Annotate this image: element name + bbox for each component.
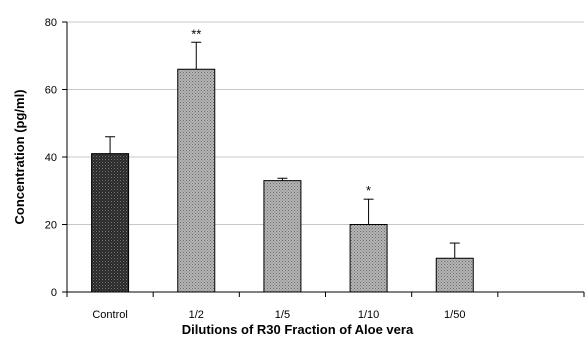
bar-1/50 bbox=[435, 257, 474, 293]
bar-1/10 bbox=[349, 224, 388, 293]
x-tick-label-1/50: 1/50 bbox=[444, 309, 465, 321]
y-tick-label-20: 20 bbox=[45, 220, 57, 232]
y-tick-label-80: 80 bbox=[45, 17, 57, 29]
y-tick-label-60: 60 bbox=[45, 85, 57, 97]
tick-labels: Control ** 1/2 1/5 * 1/10 1/50 0 20 40 60 80 bbox=[45, 17, 466, 321]
x-tick-label-1/2: 1/2 bbox=[189, 309, 204, 321]
bar-1/5 bbox=[263, 180, 302, 293]
x-tick-label-1/5: 1/5 bbox=[275, 309, 290, 321]
error-bars bbox=[105, 41, 460, 259]
bar-1/2 bbox=[177, 68, 216, 293]
y-tick-label-40: 40 bbox=[45, 152, 57, 164]
x-tick-label-Control: Control bbox=[92, 309, 127, 321]
gridlines bbox=[67, 21, 584, 225]
x-tick-label-1/10: 1/10 bbox=[358, 309, 379, 321]
y-axis-title: Concentration (pg/ml) bbox=[12, 89, 27, 224]
y-tick-label-0: 0 bbox=[51, 287, 57, 299]
significance-1/10: * bbox=[366, 183, 371, 198]
x-axis-title: Dilutions of R30 Fraction of Aloe vera bbox=[182, 322, 414, 337]
significance-1/2: ** bbox=[191, 26, 201, 41]
bar-Control bbox=[91, 153, 130, 293]
axes bbox=[62, 21, 585, 297]
